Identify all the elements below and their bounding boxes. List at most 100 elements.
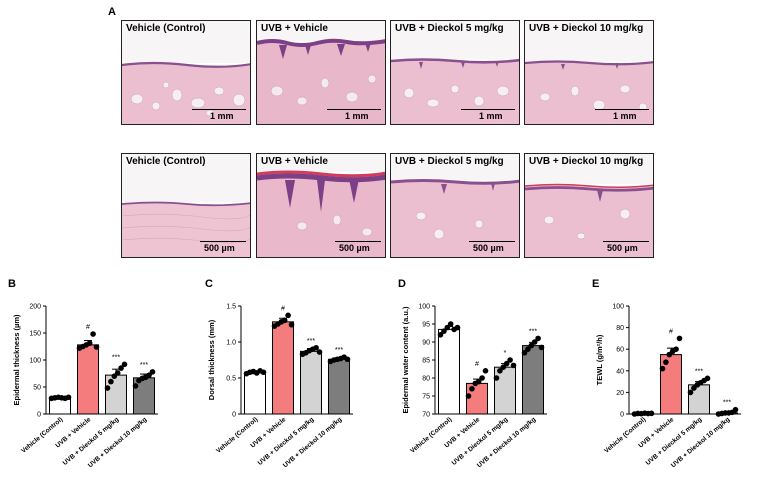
micrograph-title: UVB + Dieckol 5 mg/kg (395, 156, 504, 167)
micrograph-title: Vehicle (Control) (126, 156, 206, 167)
data-point (659, 365, 666, 372)
scale-bar (200, 241, 246, 242)
chart-epidermal-water-content: Epidermal water content (a.u.) 70 75 80 85 90… (401, 304, 547, 469)
micrograph-row2-control: Vehicle (Control) 500 µm (121, 153, 251, 258)
data-point (475, 378, 482, 385)
skin-section-image (122, 21, 250, 124)
y-tick-label: 75 (422, 394, 430, 401)
y-axis-label: Epidermal water content (a.u.) (401, 306, 410, 414)
y-tick-label: 0 (37, 412, 41, 419)
data-point (104, 385, 111, 391)
data-point (500, 364, 507, 370)
y-tick-label: 0 (232, 412, 236, 419)
skin-section-image (391, 21, 519, 124)
data-point (521, 350, 528, 356)
y-tick-label: 90 (422, 340, 430, 347)
significance-label: *** (140, 362, 148, 369)
data-point (497, 368, 503, 374)
x-tick-label: UVB + Dieckol 10 mg/kg (476, 416, 537, 469)
y-tick-label: 50 (33, 385, 41, 392)
micrograph-title: UVB + Dieckol 5 mg/kg (395, 23, 504, 34)
significance-label: # (86, 324, 90, 331)
bar (328, 358, 350, 415)
data-point (454, 324, 461, 331)
data-point (441, 328, 447, 334)
data-point (479, 375, 485, 381)
data-point (288, 321, 295, 328)
panel-letter-a: A (108, 6, 116, 18)
scale-bar (327, 109, 381, 110)
x-tick-label: UVB + Dieckol 10 mg/kg (282, 416, 343, 469)
y-tick-label: 150 (29, 331, 41, 338)
bar (133, 377, 155, 415)
data-point (344, 356, 351, 363)
bar (494, 366, 516, 415)
bar (522, 345, 544, 415)
data-point (132, 383, 139, 389)
data-point (86, 340, 93, 347)
data-point (503, 360, 510, 367)
micrograph-row1-control: Vehicle (Control) 1 mm (121, 20, 251, 125)
data-point (121, 361, 128, 368)
data-point (469, 386, 475, 392)
micrograph-row2-dieckol10: UVB + Dieckol 10 mg/kg 500 µm (524, 153, 654, 258)
data-point (525, 346, 531, 352)
scale-bar (603, 241, 649, 242)
y-tick-label: 80 (422, 376, 430, 383)
scale-bar (595, 109, 649, 110)
data-point (316, 349, 323, 355)
data-point (444, 324, 451, 331)
y-tick-label: 0 (620, 412, 624, 419)
data-point (531, 339, 538, 345)
y-tick-label: 40 (616, 368, 624, 375)
data-point (114, 370, 121, 376)
data-point (93, 344, 100, 350)
panel-letter-e: E (592, 278, 600, 290)
scale-label: 1 mm (479, 111, 503, 121)
scale-label: 500 µm (339, 243, 370, 253)
skin-section-image (257, 21, 385, 124)
scale-bar (461, 109, 515, 110)
y-tick-label: 80 (616, 325, 624, 332)
y-tick-label: 1.5 (226, 304, 236, 311)
significance-label: # (281, 305, 285, 312)
micrograph-row1-dieckol10: UVB + Dieckol 10 mg/kg 1 mm (524, 20, 654, 125)
data-point (528, 342, 535, 349)
skin-section-image (122, 154, 250, 257)
bar (244, 371, 266, 415)
data-point (465, 393, 472, 399)
data-point (648, 410, 655, 417)
bar (438, 328, 460, 415)
micrograph-title: UVB + Dieckol 10 mg/kg (529, 23, 644, 34)
x-tick-label: UVB + Dieckol 10 mg/kg (670, 416, 731, 469)
micrograph-title: Vehicle (Control) (126, 23, 206, 34)
skin-section-image (391, 154, 519, 257)
significance-label: *** (695, 368, 703, 375)
skin-section-image (525, 21, 653, 124)
data-point (676, 335, 683, 342)
scale-label: 1 mm (345, 111, 369, 121)
data-point (90, 331, 96, 337)
micrograph-row1-dieckol5: UVB + Dieckol 5 mg/kg 1 mm (390, 20, 520, 125)
data-point (538, 344, 545, 351)
micrograph-title: UVB + Vehicle (261, 23, 328, 34)
scale-label: 1 mm (613, 111, 637, 121)
data-point (281, 317, 288, 324)
bar (77, 344, 99, 415)
y-tick-label: 100 (29, 358, 41, 365)
scale-bar (192, 109, 246, 110)
significance-label: # (669, 328, 673, 335)
data-point (732, 406, 739, 413)
y-tick-label: 100 (418, 304, 430, 311)
data-point (260, 369, 267, 376)
data-point (507, 357, 513, 363)
y-tick-label: 95 (422, 322, 430, 329)
panel-letter-c: C (205, 278, 213, 290)
y-axis-label: TEWL (g/m²/h) (595, 334, 604, 385)
scale-label: 1 mm (210, 111, 234, 121)
data-point (118, 365, 124, 371)
scale-bar (335, 241, 381, 242)
data-point (108, 378, 114, 385)
